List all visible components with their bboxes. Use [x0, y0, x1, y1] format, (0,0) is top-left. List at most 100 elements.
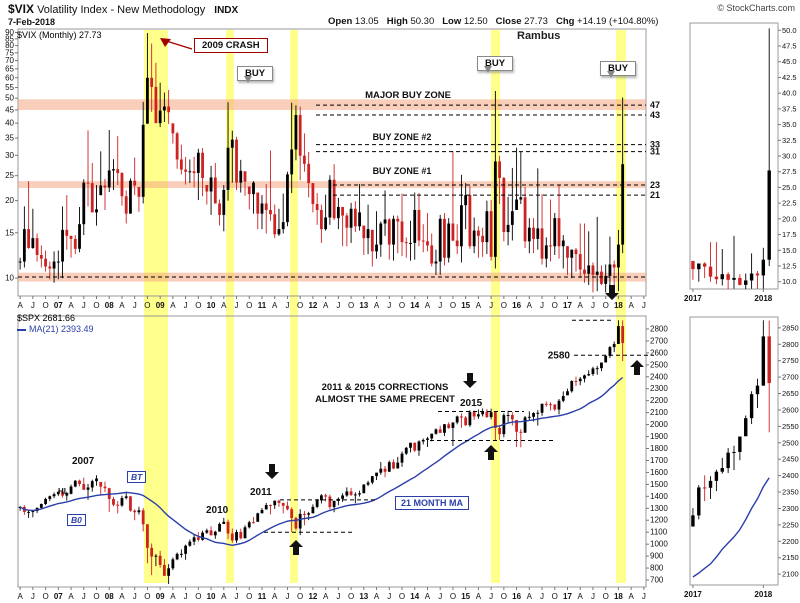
- x-axis-label: 18: [614, 301, 623, 310]
- y-axis-label: 2700: [782, 373, 799, 382]
- y-axis-label: 2400: [782, 471, 799, 480]
- x-axis-label: O: [399, 301, 405, 310]
- y-axis-label: 50: [5, 94, 14, 103]
- vix-series-label: $VIX (Monthly) 27.73: [17, 30, 102, 40]
- x-axis-label: J: [31, 592, 35, 601]
- corrections-note-line1: 2011 & 2015 CORRECTIONS: [322, 382, 449, 393]
- y-axis-label: 30: [5, 151, 14, 160]
- x-axis-label: J: [336, 592, 340, 601]
- y-axis-label: 2800: [650, 324, 668, 333]
- y-axis-label: 17.5: [782, 230, 797, 239]
- x-axis-label: O: [552, 301, 558, 310]
- year-2011-label: 2011: [250, 487, 272, 498]
- x-axis-label: O: [348, 301, 354, 310]
- y-axis-label: 2550: [782, 422, 799, 431]
- x-axis-label: O: [93, 301, 99, 310]
- x-axis-label: O: [93, 592, 99, 601]
- x-axis-label: J: [82, 592, 86, 601]
- x-axis-label: A: [17, 592, 23, 601]
- x-axis-label: O: [246, 301, 252, 310]
- x-axis-label: A: [68, 301, 74, 310]
- x-axis-label: J: [133, 301, 137, 310]
- y-axis-label: 25: [5, 171, 14, 180]
- y-axis-label: 2800: [782, 340, 799, 349]
- x-axis-label: A: [527, 592, 533, 601]
- y-axis-label: 27.5: [782, 167, 797, 176]
- x-axis-label: A: [628, 301, 634, 310]
- x-axis-label: 11: [258, 301, 267, 310]
- author-label: Rambus: [517, 30, 561, 42]
- y-axis-label: 2700: [650, 336, 668, 345]
- y-axis-label: 40: [5, 119, 14, 128]
- y-axis-label: 2200: [782, 537, 799, 546]
- y-axis-label: 2600: [650, 348, 668, 357]
- y-axis-label: 1000: [650, 540, 668, 549]
- x-axis-label: A: [374, 301, 380, 310]
- y-axis-label: 1900: [650, 432, 668, 441]
- x-axis-label: J: [336, 301, 340, 310]
- x-axis-label: 18: [614, 592, 623, 601]
- y-axis-label: 2500: [782, 438, 799, 447]
- quote-value: 27.73: [521, 16, 548, 27]
- y-axis-label: 20: [5, 196, 14, 205]
- buy-zone-band: [18, 272, 646, 282]
- y-axis-label: 1300: [650, 504, 668, 513]
- y-axis-label: 2100: [782, 570, 799, 579]
- x-axis-label: 08: [105, 301, 114, 310]
- x-axis-label: O: [450, 301, 456, 310]
- x-axis-label: A: [119, 301, 125, 310]
- x-axis-label: J: [642, 592, 646, 601]
- buy-zone-2-label: BUY ZONE #2: [373, 132, 432, 142]
- ma-line: [19, 376, 624, 547]
- spx-mini-panel: 2850 2800 2750 2700 2650 2600 2550 2500 2450 2400…: [684, 316, 799, 599]
- x-axis-label: J: [489, 592, 493, 601]
- y-axis-label: 30.0: [782, 152, 797, 161]
- chart-date: 7-Feb-2018: [8, 17, 56, 27]
- level-label: 33: [650, 140, 660, 150]
- down-arrow: [463, 373, 477, 388]
- x-axis-label: A: [17, 301, 23, 310]
- candlestick-series: [18, 320, 625, 584]
- x-axis-label: 2018: [754, 590, 772, 599]
- x-axis-label: 07: [54, 301, 63, 310]
- ma-box-label: 21 MONTH MA: [395, 496, 470, 510]
- x-axis-label: 09: [156, 301, 165, 310]
- y-axis-label: 1600: [650, 468, 668, 477]
- highlight-band: [491, 30, 500, 583]
- quote-value: 13.05: [352, 16, 379, 27]
- y-axis-label: 45: [5, 105, 14, 114]
- up-arrow: [630, 360, 644, 375]
- x-axis-label: 10: [207, 301, 216, 310]
- x-axis-label: O: [195, 301, 201, 310]
- x-axis-label: J: [285, 301, 289, 310]
- x-axis-label: O: [42, 301, 48, 310]
- y-axis-label: 90: [5, 28, 14, 37]
- year-2015-label: 2015: [460, 398, 483, 409]
- symbol: $VIX: [8, 2, 35, 16]
- y-axis-label: 22.5: [782, 199, 797, 208]
- plot-border: [17, 28, 647, 297]
- x-axis-label: O: [195, 592, 201, 601]
- level-2580-label: 2580: [548, 350, 571, 361]
- x-axis-label: J: [540, 592, 544, 601]
- spx-ma-label: MA(21) 2393.49: [17, 324, 94, 334]
- y-axis-label: 37.5: [782, 104, 797, 113]
- y-axis-label: 47.5: [782, 42, 797, 51]
- x-axis-label: A: [476, 301, 482, 310]
- x-axis-label: O: [501, 592, 507, 601]
- y-axis-label: 1100: [650, 528, 668, 537]
- x-axis-label: O: [348, 592, 354, 601]
- x-axis-label: A: [221, 592, 227, 601]
- level-label: 21: [650, 190, 660, 200]
- buy-callout-2018: BUY: [600, 61, 637, 78]
- y-axis-label: 10.0: [782, 277, 797, 286]
- corrections-note-line2: ALMOST THE SAME PRECENT: [315, 394, 455, 405]
- x-axis-label: 15: [461, 301, 470, 310]
- y-axis-label: 2200: [650, 396, 668, 405]
- year-2010-label: 2010: [206, 505, 229, 516]
- y-axis-label: 80: [5, 41, 14, 50]
- copyright-label: © StockCharts.com: [717, 3, 795, 13]
- quote-label: High: [386, 16, 408, 27]
- x-axis-label: O: [450, 592, 456, 601]
